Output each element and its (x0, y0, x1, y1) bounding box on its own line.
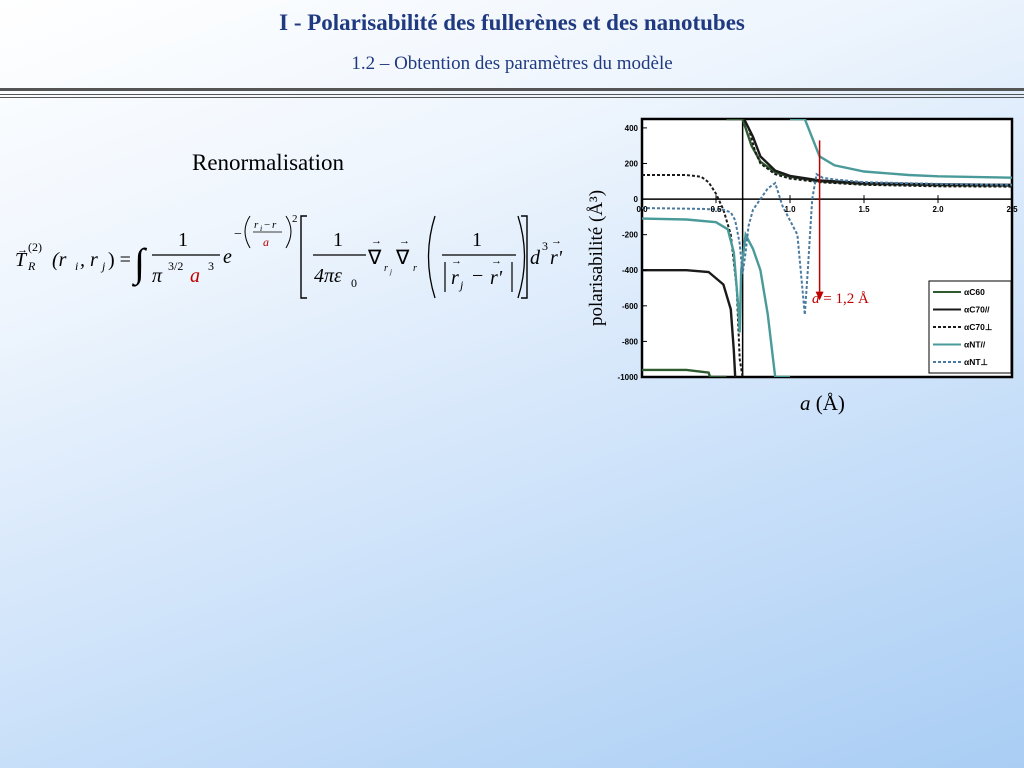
y-tick-label: 0 (634, 195, 639, 204)
legend-box (928, 280, 1012, 374)
annotation-value: = 1,2 Å (819, 291, 869, 307)
y-tick-label: -800 (622, 337, 639, 346)
formula-nabla1-sub: r (384, 263, 388, 274)
y-tick-label: -400 (622, 266, 639, 275)
formula-lhs-comma: , r (80, 249, 98, 271)
formula-lhs-sup: (2) (28, 240, 42, 254)
formula-lhs-vec: → (17, 244, 28, 256)
formula-four-pi-eps: 4πε (314, 265, 342, 287)
y-tick-label: -200 (622, 231, 639, 240)
formula-exp-sq: 2 (292, 213, 298, 225)
y-tick-label: 200 (625, 159, 639, 168)
formula-abs-rp: r' (490, 267, 503, 289)
y-tick-label: -1000 (618, 373, 639, 382)
x-axis-label: a (Å) (800, 391, 845, 416)
formula-lhs-i: i (75, 259, 78, 273)
series-line-1 (642, 119, 1012, 377)
formula-lhs-sub: R (27, 259, 36, 273)
formula-nabla1-vec: → (371, 235, 382, 247)
title-rule-thin (0, 94, 1024, 95)
annotation-arrowhead (815, 291, 824, 301)
formula-frac3-num: 1 (472, 229, 482, 251)
formula-lparen (427, 215, 436, 299)
series-line-3 (642, 119, 1012, 377)
section-heading: Renormalisation (192, 150, 345, 175)
formula-exp-a: a (263, 235, 269, 249)
formula-pi: π (152, 265, 163, 287)
formula-nabla2-vec: → (399, 235, 410, 247)
slide-title: I - Polarisabilité des fullerènes et des… (279, 10, 745, 35)
plot-series (642, 119, 1012, 377)
formula-d-r: r' (550, 247, 563, 269)
formula-rparen (517, 215, 526, 299)
formula-lbracket (300, 215, 307, 299)
x-axis-label-var: a (800, 391, 811, 415)
formula-a-red: a (190, 265, 200, 287)
plot-annotation (815, 140, 824, 301)
title-rule-thin-2 (0, 97, 1024, 98)
x-tick-label: 0.0 (636, 205, 648, 214)
formula-lhs-args: (r (52, 249, 67, 271)
x-tick-label: 2.0 (932, 205, 944, 214)
formula-abs-rp-vec: → (491, 255, 502, 267)
formula-abs-r: r (451, 267, 459, 289)
legend-label: αNT⊥ (964, 357, 989, 367)
legend-label: αC60 (964, 287, 985, 297)
annotation-var: a (812, 291, 820, 307)
legend-label: αC70⊥ (964, 322, 993, 332)
formula-e: e (223, 246, 232, 268)
polarisability-chart: 400 200 0 -200 -400 -600 -800 -1000 0.0 0.5 1.0 1.5… (618, 117, 1019, 382)
formula-exp-rparen (285, 215, 292, 249)
formula-d: d (530, 247, 541, 269)
legend-label: αNT// (964, 340, 986, 350)
formula-nabla1-subj: j (389, 268, 392, 276)
formula-integral: ∫ (131, 240, 148, 287)
series-line-4 (642, 172, 1012, 315)
formula-abs-minus: − (472, 265, 483, 287)
y-tick-label: 400 (625, 124, 639, 133)
formula-exp-lparen (244, 215, 251, 249)
formula-abs-r-vec: → (451, 255, 462, 267)
formula-rbracket (521, 215, 528, 299)
x-tick-label: 2.5 (1006, 205, 1018, 214)
formula-nabla2-sub: r (413, 263, 417, 274)
formula-abs-j: j (458, 278, 464, 292)
formula-d-exp: 3 (542, 239, 548, 253)
plot-ticks: 400 200 0 -200 -400 -600 -800 -1000 0.0 0.5 1.0 1.5… (618, 124, 1019, 382)
renormalisation-formula: → T (2) R (r i , r j ) = ∫ 1 π 3/2 a 3 e… (15, 213, 563, 299)
title-rule-thick (0, 88, 1024, 91)
plot-grid (642, 119, 1012, 377)
formula-lhs-T: T (15, 249, 28, 271)
formula-exp-mid: − (264, 219, 270, 231)
formula-a-exp: 3 (208, 259, 214, 273)
formula-exp-minus: − (234, 227, 242, 242)
slide-subtitle: 1.2 – Obtention des paramètres du modèle (351, 53, 673, 74)
formula-exp-r: r (272, 219, 277, 231)
formula-d-r-vec: → (551, 235, 562, 247)
formula-nabla2: ∇ (395, 247, 410, 269)
formula-frac1-num: 1 (178, 229, 188, 251)
formula-frac2-num: 1 (333, 229, 343, 251)
legend-label: αC70// (964, 305, 990, 315)
formula-eps-sub: 0 (351, 276, 357, 290)
x-axis-label-unit: (Å) (810, 391, 845, 415)
x-tick-label: 1.5 (858, 205, 870, 214)
formula-lhs-j: j (100, 259, 106, 273)
formula-nabla1: ∇ (367, 247, 382, 269)
y-tick-label: -600 (622, 302, 639, 311)
annotation-label: a = 1,2 Å (812, 291, 869, 308)
x-tick-label: 0.5 (710, 205, 722, 214)
formula-exp-i: i (260, 224, 262, 233)
formula-pi-exp: 3/2 (168, 259, 183, 273)
plot-legend: αC60 αC70// αC70⊥ αNT// αNT⊥ (928, 280, 1012, 374)
x-tick-label: 1.0 (784, 205, 796, 214)
formula-exp-ri: r (254, 219, 259, 231)
formula-lhs-close: ) = (108, 249, 131, 271)
